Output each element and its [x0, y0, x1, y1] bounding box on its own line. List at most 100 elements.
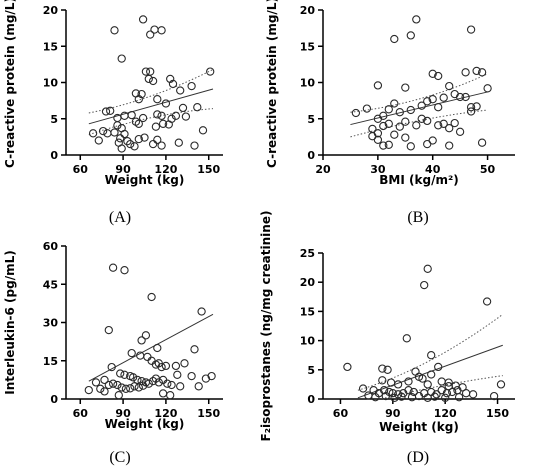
- x-tick-label: 90: [115, 163, 131, 176]
- data-point: [428, 136, 437, 145]
- data-point: [121, 384, 131, 393]
- data-point: [137, 89, 146, 99]
- data-point: [138, 381, 148, 390]
- data-point: [364, 391, 373, 400]
- y-tick-label: 5: [50, 113, 58, 126]
- data-point: [455, 127, 465, 136]
- y-tick-label: 0: [307, 149, 315, 162]
- data-point: [167, 380, 176, 390]
- data-point: [126, 139, 135, 149]
- data-point: [126, 384, 135, 393]
- data-point: [166, 74, 175, 84]
- data-point: [445, 124, 454, 133]
- data-point: [176, 86, 185, 95]
- data-point: [437, 377, 446, 386]
- data-point: [148, 76, 158, 86]
- data-point: [401, 117, 410, 126]
- data-point: [91, 378, 101, 387]
- data-point: [103, 129, 112, 138]
- data-point: [157, 26, 166, 35]
- y-tick-label: 0: [50, 149, 58, 162]
- data-point: [428, 69, 437, 78]
- data-point: [146, 30, 155, 39]
- data-point: [379, 121, 388, 131]
- data-point: [127, 110, 136, 120]
- data-point: [427, 351, 436, 360]
- data-point: [134, 383, 143, 392]
- data-point: [173, 370, 182, 379]
- data-point: [134, 134, 143, 144]
- data-point: [154, 378, 163, 387]
- x-tick-label: 90: [385, 407, 401, 420]
- data-point: [157, 362, 166, 372]
- data-point: [432, 390, 441, 399]
- data-point: [378, 376, 387, 385]
- data-point: [496, 380, 506, 389]
- x-tick-label: 40: [425, 163, 441, 176]
- data-point: [141, 67, 151, 76]
- data-point: [161, 361, 171, 371]
- data-point: [381, 391, 390, 401]
- data-point: [181, 112, 191, 121]
- data-point: [461, 92, 470, 102]
- data-point: [106, 106, 115, 115]
- data-point: [117, 383, 126, 392]
- x-axis-title: BMI (kg/m²): [379, 173, 458, 187]
- y-tick-label: 25: [300, 247, 315, 260]
- data-point: [100, 387, 109, 396]
- data-point: [144, 74, 153, 84]
- data-point: [384, 140, 393, 149]
- data-point: [166, 391, 175, 400]
- data-point: [472, 102, 481, 111]
- data-point: [146, 67, 155, 76]
- regression-line: [357, 344, 503, 399]
- panel-b: 0 5 10 15 20 20 30 40 50 BMI (kg/m²) C-reactive pr…: [265, 0, 515, 226]
- data-point: [171, 361, 181, 371]
- data-point: [138, 15, 148, 24]
- y-tick-label: 20: [43, 4, 59, 17]
- data-point: [390, 99, 399, 108]
- data-point: [150, 25, 159, 34]
- x-tick-label: 90: [115, 407, 131, 420]
- data-point: [141, 331, 151, 340]
- data-point: [412, 15, 421, 24]
- y-tick-label: 15: [43, 355, 58, 368]
- data-point: [343, 362, 352, 372]
- y-tick-label: 5: [307, 364, 315, 377]
- data-point: [423, 380, 432, 389]
- data-point: [383, 365, 392, 374]
- data-point: [137, 336, 146, 345]
- data-point: [379, 111, 388, 120]
- data-point: [423, 116, 432, 126]
- data-point: [163, 379, 172, 388]
- data-point: [388, 389, 397, 398]
- x-tick-label: 60: [333, 407, 349, 420]
- data-point: [180, 359, 189, 368]
- y-tick-label: 10: [300, 77, 316, 90]
- y-tick-label: 15: [300, 305, 315, 318]
- data-point: [157, 141, 166, 150]
- data-point: [477, 68, 487, 77]
- data-point: [158, 389, 168, 398]
- panel-label: (B): [407, 209, 428, 226]
- data-point: [140, 133, 149, 142]
- data-point: [147, 292, 156, 302]
- data-point: [407, 393, 417, 402]
- data-point: [423, 264, 432, 273]
- panel-c: 0 15 30 45 60 60 90 120 150 Weight (kg) Interleuki…: [3, 240, 223, 466]
- x-tick-label: 20: [315, 163, 331, 176]
- data-point: [108, 379, 118, 388]
- data-point: [417, 101, 426, 110]
- data-point: [466, 103, 476, 112]
- data-point: [371, 393, 380, 402]
- data-point: [114, 391, 123, 400]
- data-point: [439, 93, 448, 102]
- data-point: [404, 386, 413, 395]
- y-tick-label: 60: [43, 240, 59, 253]
- x-tick-label: 30: [370, 163, 386, 176]
- data-point: [378, 364, 387, 373]
- data-point: [187, 371, 196, 381]
- data-point: [120, 266, 129, 275]
- ci-lower-band: [378, 375, 503, 399]
- data-point: [373, 135, 383, 144]
